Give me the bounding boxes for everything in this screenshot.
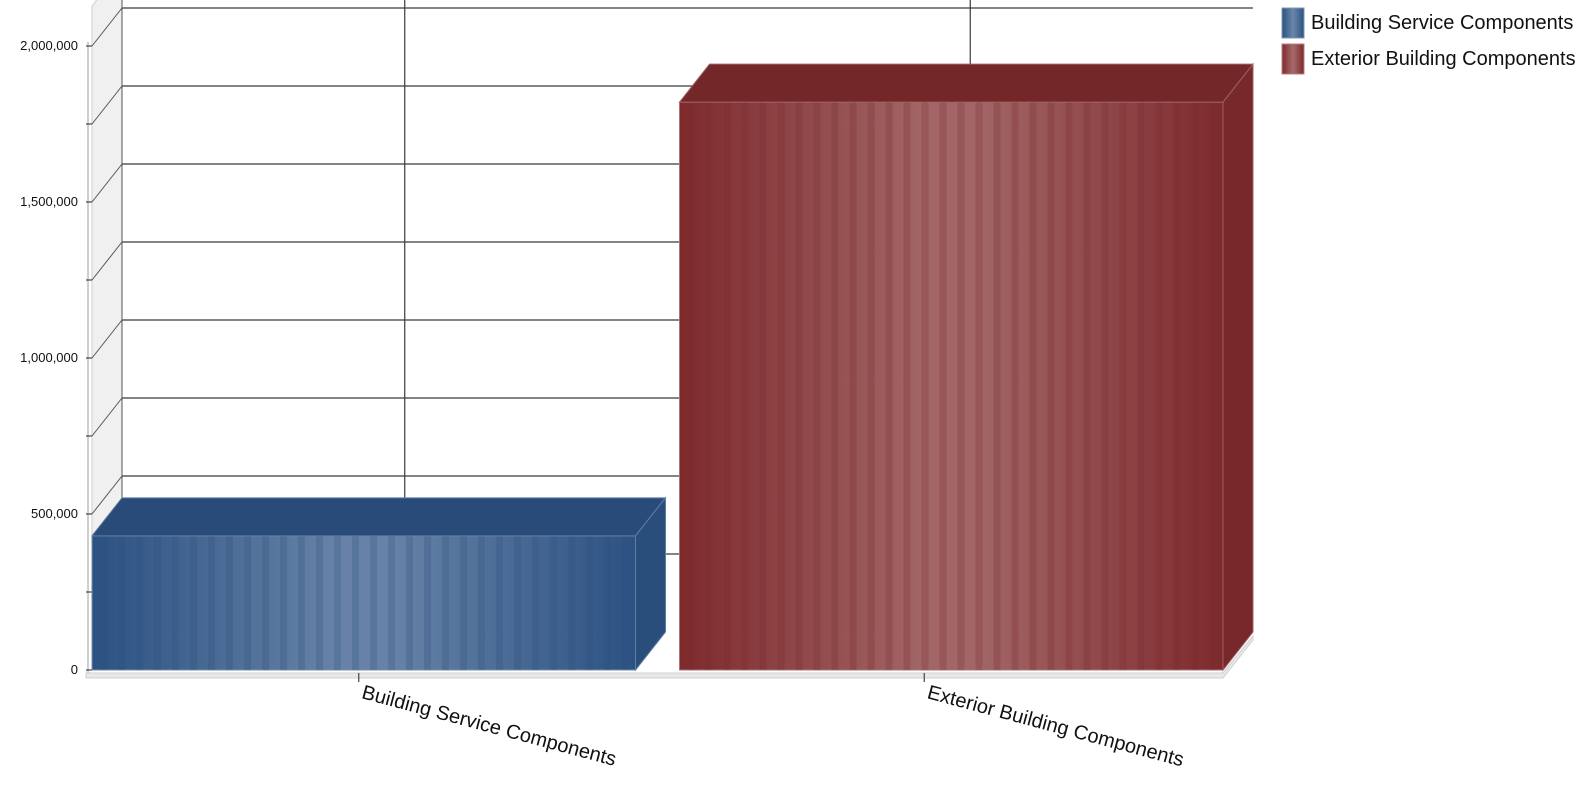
bar-top [678,63,1255,103]
bar-stripe [172,535,179,670]
bar-top [90,497,667,537]
bar-stripe [1011,102,1019,670]
bar-stripe [244,535,251,670]
bar-stripe [1155,102,1163,670]
gridline-side [91,85,123,125]
bar-stripe [262,535,269,670]
x-axis: Building Service Components Exterior Buil… [358,673,1186,772]
bar-stripe [939,102,947,670]
y-tick-label: 2,000,000 [20,38,78,53]
bar-stripe [550,535,557,670]
bar-stripe [795,102,803,670]
bar-stripe [741,102,749,670]
bar-stripe [1029,102,1037,670]
bar-stripe [532,535,539,670]
x-tick-label: Exterior Building Components [925,682,1186,772]
bar-stripe [975,102,983,670]
bar-stripe [1137,102,1145,670]
bar-stripe [1101,102,1109,670]
bar-stripe [388,535,395,670]
bar-stripe [496,535,503,670]
bar-stripe [226,535,233,670]
bar-stripe [514,535,521,670]
gridline-side [91,7,123,47]
y-tick-label: 1,500,000 [20,194,78,209]
y-axis: 0 500,000 1,000,000 1,500,000 2,000,000 [20,38,78,677]
bar-stripe [777,102,785,670]
bar-stripe [759,102,767,670]
bar-stripe [831,102,839,670]
bar-stripe [867,102,875,670]
bar-stripe [334,535,341,670]
bar-stripe [903,102,911,670]
legend-item[interactable]: Building Service Components [1281,7,1573,39]
floor [85,634,1254,679]
gridline-side [91,241,123,281]
gridline-side [91,475,123,515]
bars [90,62,1255,672]
bar-stripe [1191,102,1199,670]
bar-side [635,496,666,672]
bar-stripe [154,535,161,670]
bar-stripe [190,535,197,670]
bar-stripe [1047,102,1055,670]
y-tick-label: 500,000 [31,506,78,521]
bar-stripe [921,102,929,670]
legend-item[interactable]: Exterior Building Components [1281,43,1576,75]
gridline-side [91,319,123,359]
bar-stripe [442,535,449,670]
y-tick-label: 0 [71,662,78,677]
bar-stripe [957,102,965,670]
bar-side [1222,62,1254,672]
bar-stripe [352,535,359,670]
bar-stripe [604,535,611,670]
bar[interactable] [678,62,1255,672]
bar-stripe [1173,102,1181,670]
bar-stripe [406,535,413,670]
bar-stripe [100,535,107,670]
bar-stripe [208,535,215,670]
bar-stripe [568,535,575,670]
y-tick-label: 1,000,000 [20,350,78,365]
legend-label: Exterior Building Components [1311,48,1576,70]
bar-stripe [622,535,629,670]
chart-floor [85,634,1254,679]
legend-label: Building Service Components [1311,12,1573,34]
bar-stripe [723,102,731,670]
bar-stripe [993,102,1001,670]
x-tick-label: Building Service Components [359,682,618,771]
bar-stripe [849,102,857,670]
bar-stripe [280,535,287,670]
bar-stripe [478,535,485,670]
bar-stripe [298,535,305,670]
bar-front [679,101,1224,671]
gridline-side [91,397,123,437]
bar-stripe [705,102,713,670]
bar-stripe [586,535,593,670]
bar-stripe [687,102,695,670]
bar-stripe [424,535,431,670]
bar-stripe [1083,102,1091,670]
legend-swatch [1281,7,1305,39]
gridline-side [91,163,123,203]
bar-stripe [1119,102,1127,670]
bar-stripe [316,535,323,670]
bar-stripe [118,535,125,670]
bar-stripe [136,535,143,670]
bar[interactable] [90,496,667,672]
legend[interactable]: Building Service Components Exterior Buil… [1281,7,1576,75]
bar-stripe [885,102,893,670]
bar-stripe [813,102,821,670]
bar-stripe [1065,102,1073,670]
bar-stripe [460,535,467,670]
bar-stripe [370,535,377,670]
bar-stripe [1209,102,1217,670]
legend-swatch [1281,43,1305,75]
